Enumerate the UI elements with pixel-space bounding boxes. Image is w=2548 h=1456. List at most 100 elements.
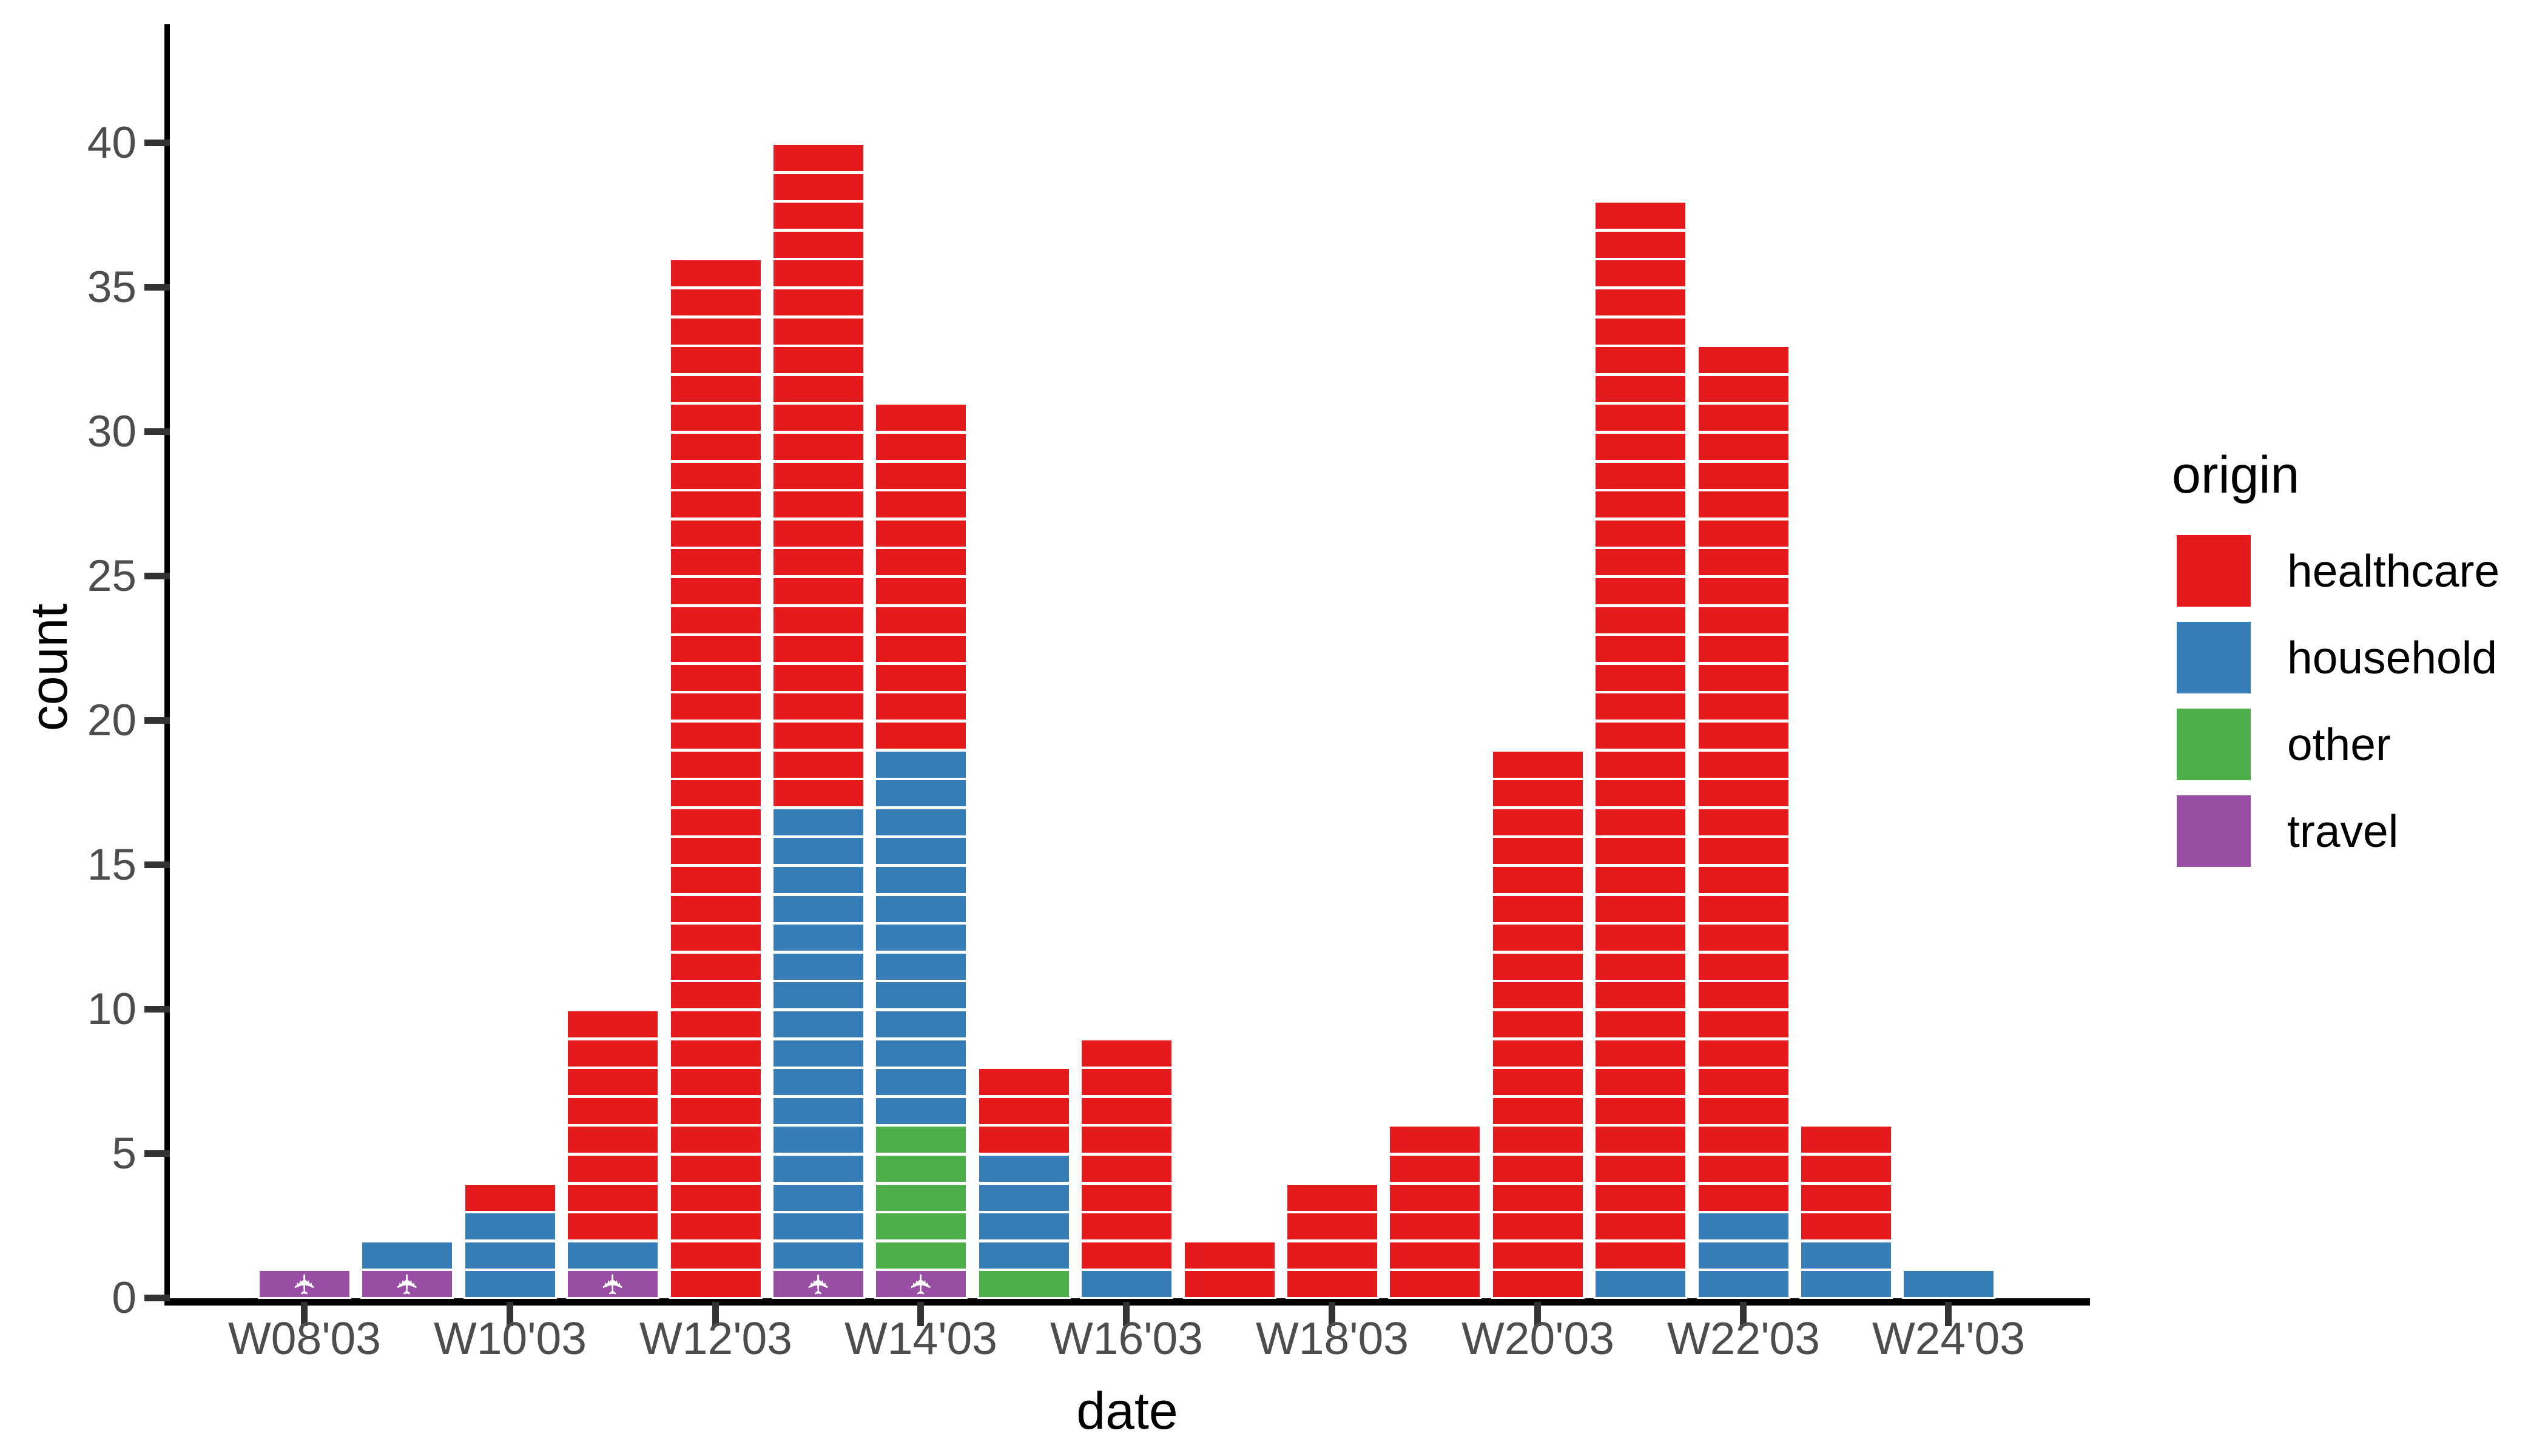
legend-swatch-travel xyxy=(2177,795,2251,867)
unit-block-healthcare-W12'03 xyxy=(669,345,763,375)
unit-block-household-W14'03 xyxy=(874,1009,968,1039)
unit-block-healthcare-W12'03 xyxy=(669,317,763,346)
unit-block-household-W13'03 xyxy=(772,1067,865,1097)
unit-block-healthcare-W11'03 xyxy=(566,1096,659,1126)
legend-item-healthcare: healthcare xyxy=(2160,535,2536,607)
unit-block-healthcare-W12'03 xyxy=(669,374,763,404)
unit-block-healthcare-W17'03 xyxy=(1183,1241,1276,1270)
unit-block-household-W15'03 xyxy=(977,1183,1071,1213)
unit-block-healthcare-W12'03 xyxy=(669,547,763,577)
y-tick-mark xyxy=(144,573,170,579)
unit-block-healthcare-W11'03 xyxy=(566,1212,659,1241)
y-tick-label: 0 xyxy=(112,1273,136,1323)
unit-block-healthcare-W23'03 xyxy=(1799,1183,1893,1213)
unit-block-household-W10'03 xyxy=(463,1269,557,1299)
unit-block-healthcare-W13'03 xyxy=(772,461,865,491)
y-tick-mark xyxy=(144,284,170,291)
unit-block-healthcare-W13'03 xyxy=(772,432,865,462)
unit-block-household-W16'03 xyxy=(1080,1269,1173,1299)
unit-block-healthcare-W22'03 xyxy=(1697,461,1790,491)
unit-block-household-W24'03 xyxy=(1902,1269,1995,1299)
unit-block-healthcare-W19'03 xyxy=(1388,1154,1481,1184)
unit-block-healthcare-W12'03 xyxy=(669,692,763,721)
unit-block-household-W14'03 xyxy=(874,807,968,837)
unit-block-household-W14'03 xyxy=(874,865,968,895)
unit-block-healthcare-W21'03 xyxy=(1594,634,1687,664)
unit-block-healthcare-W13'03 xyxy=(772,547,865,577)
unit-block-healthcare-W12'03 xyxy=(669,923,763,952)
y-tick-mark xyxy=(144,717,170,724)
unit-block-healthcare-W13'03 xyxy=(772,490,865,519)
unit-block-healthcare-W21'03 xyxy=(1594,1125,1687,1154)
unit-block-healthcare-W12'03 xyxy=(669,1039,763,1068)
unit-block-household-W10'03 xyxy=(463,1212,557,1241)
unit-block-healthcare-W12'03 xyxy=(669,605,763,635)
unit-block-household-W22'03 xyxy=(1697,1212,1790,1241)
unit-block-healthcare-W19'03 xyxy=(1388,1125,1481,1154)
unit-block-household-W13'03 xyxy=(772,1183,865,1213)
legend-swatch-other xyxy=(2177,709,2251,780)
unit-block-healthcare-W12'03 xyxy=(669,1125,763,1154)
unit-block-other-W15'03 xyxy=(977,1269,1071,1299)
airplane-icon: ✈ xyxy=(390,1272,423,1296)
unit-block-healthcare-W23'03 xyxy=(1799,1125,1893,1154)
unit-block-healthcare-W21'03 xyxy=(1594,403,1687,433)
unit-block-other-W14'03 xyxy=(874,1154,968,1184)
x-axis-title: date xyxy=(1076,1382,1178,1440)
unit-block-household-W13'03 xyxy=(772,836,865,866)
unit-block-healthcare-W12'03 xyxy=(669,1067,763,1097)
unit-block-healthcare-W12'03 xyxy=(669,519,763,548)
unit-block-healthcare-W12'03 xyxy=(669,807,763,837)
unit-block-healthcare-W13'03 xyxy=(772,519,865,548)
y-axis-title: count xyxy=(20,603,78,732)
unit-block-healthcare-W20'03 xyxy=(1491,807,1585,837)
unit-block-healthcare-W12'03 xyxy=(669,576,763,606)
unit-block-travel-W08'03: ✈ xyxy=(258,1269,351,1299)
legend-item-travel: travel xyxy=(2160,795,2536,867)
unit-block-healthcare-W22'03 xyxy=(1697,923,1790,952)
unit-block-household-W23'03 xyxy=(1799,1241,1893,1270)
unit-block-healthcare-W14'03 xyxy=(874,692,968,721)
unit-block-healthcare-W12'03 xyxy=(669,490,763,519)
y-tick-label: 20 xyxy=(87,696,136,745)
x-tick-mark xyxy=(712,1302,719,1326)
unit-block-healthcare-W19'03 xyxy=(1388,1183,1481,1213)
unit-block-healthcare-W21'03 xyxy=(1594,923,1687,952)
unit-block-healthcare-W21'03 xyxy=(1594,836,1687,866)
unit-block-healthcare-W13'03 xyxy=(772,778,865,808)
unit-block-household-W11'03 xyxy=(566,1241,659,1270)
unit-block-household-W13'03 xyxy=(772,865,865,895)
unit-block-healthcare-W21'03 xyxy=(1594,865,1687,895)
unit-block-healthcare-W15'03 xyxy=(977,1067,1071,1097)
unit-block-household-W22'03 xyxy=(1697,1269,1790,1299)
unit-block-household-W23'03 xyxy=(1799,1269,1893,1299)
unit-block-healthcare-W13'03 xyxy=(772,172,865,202)
unit-block-household-W14'03 xyxy=(874,778,968,808)
unit-block-healthcare-W20'03 xyxy=(1491,1183,1585,1213)
unit-block-healthcare-W11'03 xyxy=(566,1067,659,1097)
unit-block-healthcare-W20'03 xyxy=(1491,980,1585,1010)
unit-block-healthcare-W15'03 xyxy=(977,1096,1071,1126)
unit-block-healthcare-W14'03 xyxy=(874,461,968,491)
unit-block-household-W13'03 xyxy=(772,1096,865,1126)
unit-block-healthcare-W19'03 xyxy=(1388,1269,1481,1299)
unit-block-healthcare-W21'03 xyxy=(1594,1067,1687,1097)
x-tick-label: W20'03 xyxy=(1461,1313,1614,1364)
unit-block-household-W13'03 xyxy=(772,1212,865,1241)
unit-block-healthcare-W20'03 xyxy=(1491,865,1585,895)
unit-block-healthcare-W14'03 xyxy=(874,663,968,693)
unit-block-household-W14'03 xyxy=(874,750,968,780)
unit-block-healthcare-W22'03 xyxy=(1697,345,1790,375)
unit-block-household-W22'03 xyxy=(1697,1241,1790,1270)
unit-block-healthcare-W13'03 xyxy=(772,692,865,721)
unit-block-healthcare-W22'03 xyxy=(1697,403,1790,433)
unit-block-household-W15'03 xyxy=(977,1154,1071,1184)
unit-block-healthcare-W21'03 xyxy=(1594,778,1687,808)
unit-block-household-W13'03 xyxy=(772,952,865,982)
unit-block-healthcare-W16'03 xyxy=(1080,1212,1173,1241)
unit-block-healthcare-W16'03 xyxy=(1080,1039,1173,1068)
legend-label: other xyxy=(2287,719,2391,770)
unit-block-healthcare-W22'03 xyxy=(1697,1183,1790,1213)
unit-block-healthcare-W22'03 xyxy=(1697,1096,1790,1126)
unit-block-healthcare-W20'03 xyxy=(1491,894,1585,924)
